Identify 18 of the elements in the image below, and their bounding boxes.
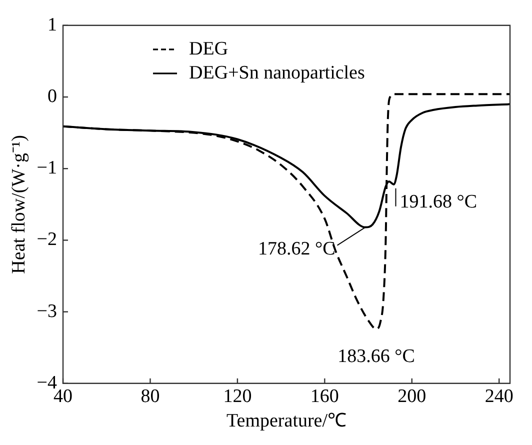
annotation: 178.62 °C (258, 238, 336, 260)
x-tick-label: 240 (484, 386, 514, 407)
y-tick-label: −4 (36, 372, 58, 394)
x-tick-label: 120 (223, 386, 252, 407)
y-tick-label: −3 (36, 300, 58, 322)
x-tick-label: 160 (310, 386, 339, 407)
y-tick-label: −2 (36, 229, 58, 250)
y-tick-label: −1 (36, 158, 58, 179)
y-tick-label: 1 (48, 14, 58, 36)
x-tick-label: 200 (398, 386, 426, 407)
annotation: 191.68 °C (400, 191, 478, 212)
x-tick-label: 80 (140, 386, 160, 407)
legend-label: DEG+Sn nanoparticles (189, 62, 365, 84)
y-tick-label: 0 (48, 86, 58, 107)
y-axis-title: Heat flow/(W·g⁻¹) (8, 134, 30, 274)
x-axis-title: Temperature/℃ (226, 410, 347, 432)
legend-label: DEG (189, 38, 228, 60)
annotation: 183.66 °C (338, 346, 415, 367)
